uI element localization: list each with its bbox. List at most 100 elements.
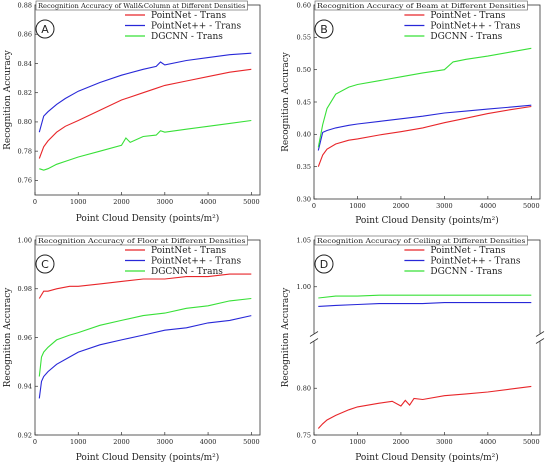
- y-axis-title: Recognition Accuracy: [281, 287, 291, 388]
- y-tick-label: 0.96: [18, 334, 32, 342]
- x-tick-label: 3000: [157, 438, 174, 446]
- y-tick-label: 0.92: [18, 431, 32, 439]
- y-tick-label: 1.05: [297, 236, 311, 244]
- x-tick-label: 1000: [349, 438, 366, 446]
- y-tick-label: 0.75: [297, 431, 311, 439]
- x-tick-label: 4000: [200, 198, 217, 206]
- chart-panel-b: 0 1000 2000 3000 4000 5000 0.30 0.35 0.40 0.45 0.5…: [281, 0, 541, 226]
- series-line-3: [39, 119, 252, 171]
- y-tick-label: 0.80: [297, 385, 311, 393]
- y-axis-title: Recognition Accuracy: [281, 51, 291, 152]
- series-line-2: [317, 104, 532, 151]
- y-tick-label: 0.94: [18, 383, 32, 391]
- x-tick-label: 5000: [523, 202, 540, 210]
- x-tick-label: 4000: [480, 202, 497, 210]
- x-tick-label: 0: [33, 438, 37, 446]
- panel-letter-circle: [35, 19, 55, 39]
- series-line-2: [38, 52, 252, 133]
- x-tick-label: 3000: [436, 202, 453, 210]
- x-tick-label: 0: [312, 202, 316, 210]
- panel-title-box: [314, 235, 528, 246]
- legend-label-1: PointNet - Trans: [430, 246, 505, 256]
- x-tick-label: 3000: [436, 438, 453, 446]
- legend-label-1: PointNet - Trans: [151, 11, 226, 21]
- axis-break-mark: [309, 331, 319, 337]
- series-line-1: [317, 105, 532, 167]
- x-tick-label: 0: [312, 438, 316, 446]
- plot-frame: [313, 4, 541, 200]
- y-axis-title: Recognition Accuracy: [3, 287, 13, 388]
- x-axis-title: Point Cloud Density (points/m²): [76, 213, 220, 224]
- y-tick-label: 0.45: [297, 98, 311, 106]
- y-tick-label: 0.84: [18, 60, 32, 68]
- x-axis-title: Point Cloud Density (points/m²): [76, 452, 220, 463]
- series-line-1: [317, 385, 532, 429]
- x-tick-label: 3000: [157, 198, 174, 206]
- y-tick-label: 0.78: [18, 147, 32, 155]
- panel-letter: D: [320, 258, 328, 271]
- axis-break-mark: [535, 338, 545, 344]
- legend-label-2: PointNet++ - Trans: [430, 257, 521, 267]
- x-tick-label: 1000: [70, 198, 87, 206]
- y-tick-label: 0.50: [297, 66, 311, 74]
- legend-label-3: DGCNN - Trans: [430, 267, 502, 277]
- series-line-2: [318, 302, 532, 307]
- plot-frame: [34, 4, 261, 196]
- legend-label-2: PointNet++ - Trans: [151, 257, 242, 267]
- y-tick-label: 0.88: [18, 1, 32, 9]
- legend-label-3: DGCNN - Trans: [430, 32, 502, 42]
- series-line-3: [318, 294, 532, 299]
- series-line-3: [38, 297, 252, 377]
- chart-panel-a: 0 1000 2000 3000 4000 5000 0.76 0.78 0.80 0.82 0.8…: [3, 0, 261, 224]
- y-tick-label: 0.35: [297, 163, 311, 171]
- x-tick-label: 4000: [480, 438, 497, 446]
- panel-letter: A: [41, 23, 49, 36]
- series-line-1: [38, 273, 252, 299]
- chart-panel-d: 0 1000 2000 3000 4000 5000 0.75 0.80 1.00 1.05 Rec…: [281, 235, 545, 463]
- y-tick-label: 1.00: [297, 283, 311, 291]
- y-tick-label: 0.80: [18, 118, 32, 126]
- x-tick-label: 5000: [523, 438, 540, 446]
- x-tick-label: 2000: [113, 438, 130, 446]
- x-axis-title: Point Cloud Density (points/m²): [355, 215, 499, 226]
- panel-letter: C: [41, 258, 49, 271]
- y-tick-label: 0.55: [297, 34, 311, 42]
- x-tick-label: 1000: [70, 438, 87, 446]
- axis-break-gap: [311, 333, 543, 342]
- x-tick-label: 2000: [393, 202, 410, 210]
- chart-panel-c: 0 1000 2000 3000 4000 5000 0.92 0.94 0.96 0.98 1.0…: [3, 235, 261, 463]
- panel-title-box: [35, 0, 248, 11]
- y-tick-label: 0.30: [297, 195, 311, 203]
- panel-title: Recognition Accuracy of Beam at Differen…: [317, 2, 525, 10]
- panel-title: Recognition Accuracy of Ceiling at Diffe…: [317, 237, 525, 245]
- panel-title: Recognition Accuracy of Floor at Differe…: [38, 237, 246, 245]
- x-axis-title: Point Cloud Density (points/m²): [355, 452, 499, 463]
- series-line-1: [38, 68, 252, 159]
- panel-letter-circle: [35, 254, 55, 274]
- panel-title-box: [35, 235, 248, 246]
- y-tick-label: 0.82: [18, 89, 32, 97]
- x-tick-label: 0: [33, 198, 37, 206]
- panel-letter: B: [320, 23, 328, 36]
- y-tick-label: 0.86: [18, 31, 32, 39]
- legend-label-3: DGCNN - Trans: [151, 32, 223, 42]
- panel-letter-circle: [314, 19, 334, 39]
- axis-break-mark: [535, 331, 545, 337]
- legend-label-2: PointNet++ - Trans: [151, 22, 242, 32]
- y-tick-label: 1.00: [18, 236, 32, 244]
- legend-label-2: PointNet++ - Trans: [430, 22, 521, 32]
- legend-label-1: PointNet - Trans: [430, 11, 505, 21]
- y-tick-label: 0.40: [297, 131, 311, 139]
- series-line-3: [317, 47, 532, 148]
- panel-title-box: [314, 0, 528, 11]
- plot-frame: [34, 239, 261, 436]
- axis-break-mark: [309, 338, 319, 344]
- x-tick-label: 4000: [200, 438, 217, 446]
- x-tick-label: 5000: [243, 438, 260, 446]
- panel-letter-circle: [314, 254, 334, 274]
- y-axis-title: Recognition Accuracy: [3, 49, 13, 150]
- panel-title: Recognition Accuracy of Wall&Column at D…: [38, 2, 246, 10]
- x-tick-label: 2000: [393, 438, 410, 446]
- y-tick-label: 0.76: [18, 177, 32, 185]
